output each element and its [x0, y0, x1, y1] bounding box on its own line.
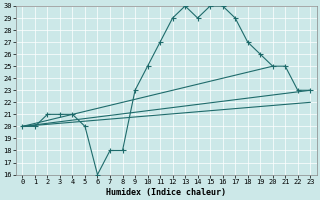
- X-axis label: Humidex (Indice chaleur): Humidex (Indice chaleur): [106, 188, 226, 197]
